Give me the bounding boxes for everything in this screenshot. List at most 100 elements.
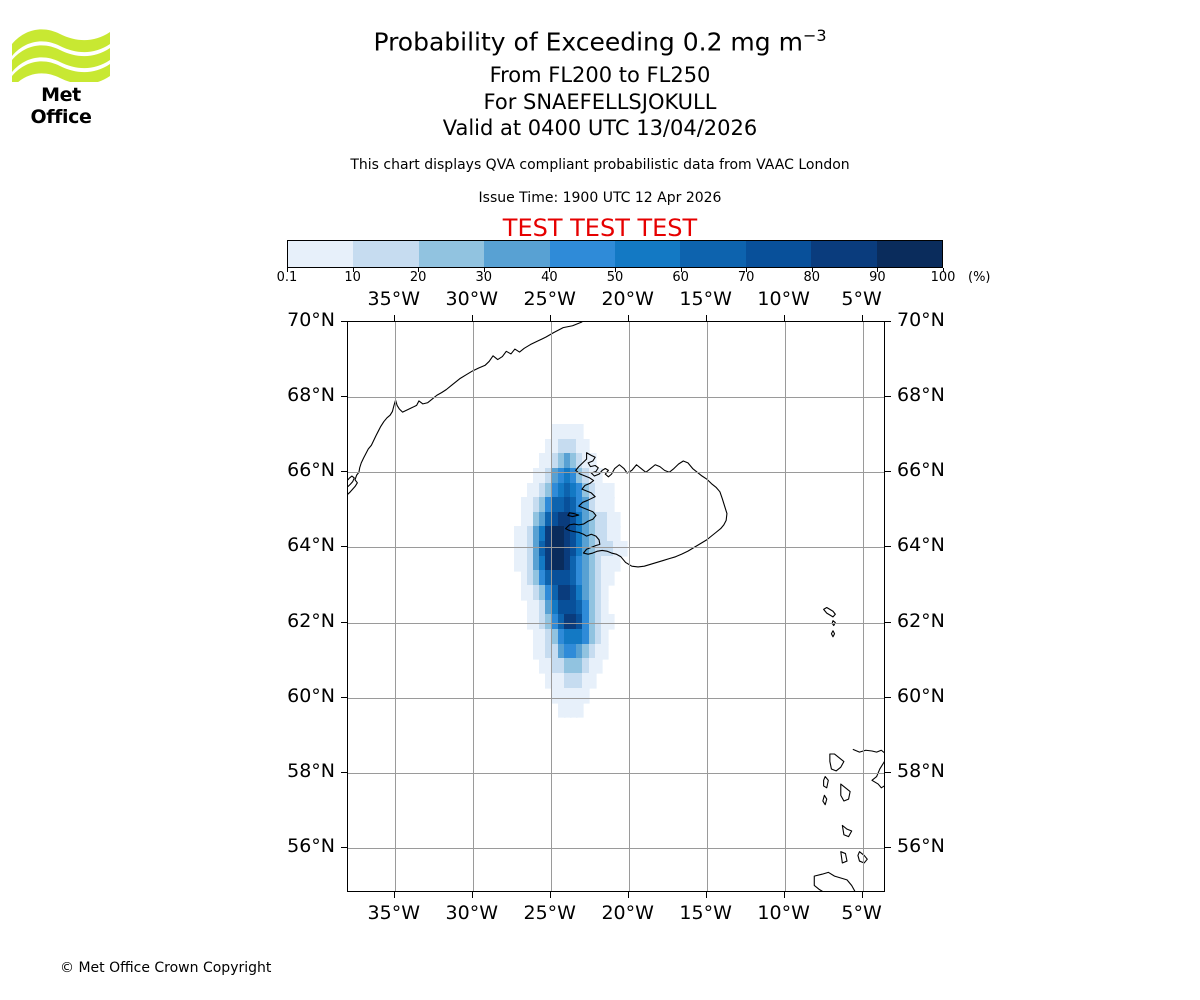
tick-left-62	[341, 621, 347, 623]
page-title-text: Probability of Exceeding 0.2 mg m	[373, 27, 803, 57]
tick-left-60	[341, 696, 347, 698]
colorbar-band-5	[615, 241, 681, 267]
lon-label-top--35: 35°W	[367, 288, 421, 310]
tick-right-70	[885, 321, 891, 322]
copyright-notice: © Met Office Crown Copyright	[60, 960, 272, 976]
lon-label-top--25: 25°W	[523, 288, 576, 310]
met-office-logo-text: Met Office	[30, 84, 92, 128]
lon-label-bottom--10: 10°W	[757, 902, 810, 924]
gridline-lat-64	[348, 547, 884, 549]
lat-label-left-68: 68°N	[287, 384, 335, 407]
tick-right-68	[885, 396, 891, 398]
volcano-subtitle: For SNAEFELLSJOKULL	[483, 90, 717, 114]
coast-iceland	[564, 452, 728, 568]
lon-label-top--15: 15°W	[679, 288, 732, 310]
colorbar-band-2	[418, 241, 485, 267]
lat-label-left-70: 70°N	[287, 309, 335, 331]
logo-wave-1	[12, 29, 110, 56]
colorbar-label-30: 30	[475, 270, 493, 285]
tick-top--20	[627, 315, 629, 321]
colorbar-tick-40	[549, 268, 551, 272]
coast-kintyre	[857, 851, 868, 864]
coast-greenland-fjord	[348, 475, 355, 488]
tick-bottom--5	[861, 892, 863, 898]
met-office-logo: Met Office	[10, 22, 112, 128]
colorbar-band-7	[745, 241, 812, 267]
colorbar-band-9	[876, 241, 943, 267]
lon-label-top--10: 10°W	[757, 288, 810, 310]
coastline-overlay	[348, 322, 884, 891]
colorbar-label-50: 50	[606, 270, 624, 285]
colorbar-tick-90	[877, 268, 879, 272]
coast-outer-hebrides-lewis	[829, 753, 845, 772]
gridline-lon--5	[862, 322, 864, 891]
colorbar-tick-10	[352, 268, 354, 272]
lon-label-bottom--25: 25°W	[523, 902, 576, 924]
lat-label-left-58: 58°N	[287, 759, 335, 782]
tick-bottom--35	[393, 892, 395, 898]
tick-right-66	[885, 471, 891, 473]
coast-snaefellsnes-peninsula	[567, 512, 580, 518]
issue-time: Issue Time: 1900 UTC 12 Apr 2026	[478, 190, 722, 206]
colorbar-band-8	[811, 241, 877, 267]
gridline-lat-68	[348, 397, 884, 399]
lat-label-left-66: 66°N	[287, 459, 335, 482]
valid-time-subtitle: Valid at 0400 UTC 13/04/2026	[442, 116, 758, 140]
colorbar-tick-100	[943, 268, 944, 272]
colorbar-units-label: (%)	[968, 270, 991, 285]
lon-label-bottom--30: 30°W	[445, 902, 498, 924]
tick-right-62	[885, 621, 891, 623]
gridline-lon--20	[628, 322, 630, 891]
tick-bottom--30	[471, 892, 473, 898]
lat-label-right-64: 64°N	[897, 534, 945, 557]
qva-note: This chart displays QVA compliant probab…	[350, 157, 850, 173]
probability-colorbar	[287, 240, 944, 272]
lat-label-left-62: 62°N	[287, 609, 335, 632]
gridline-lat-66	[348, 472, 884, 474]
gridline-lon--25	[550, 322, 552, 891]
colorbar-bands	[287, 240, 943, 268]
lat-label-right-60: 60°N	[897, 684, 945, 707]
lon-label-bottom--35: 35°W	[367, 902, 421, 924]
colorbar-tick-50	[615, 268, 616, 272]
tick-bottom--10	[783, 892, 785, 898]
tick-left-66	[341, 471, 347, 473]
gridline-lat-62	[348, 622, 884, 624]
lat-label-left-56: 56°N	[287, 834, 335, 857]
tick-bottom--25	[549, 892, 551, 898]
tick-top--15	[705, 315, 707, 321]
lat-label-left-64: 64°N	[287, 534, 335, 557]
test-banner: TEST TEST TEST	[502, 214, 698, 242]
coast-faroe-north	[823, 606, 836, 618]
coast-isle-of-mull	[841, 824, 853, 838]
logo-wave-3	[12, 61, 110, 82]
tick-top--30	[471, 315, 473, 321]
gridline-lon--35	[394, 322, 396, 891]
tick-left-58	[341, 771, 347, 773]
colorbar-tick-60	[680, 268, 682, 272]
coast-northern-ireland	[813, 871, 856, 891]
tick-top--5	[861, 315, 863, 321]
tick-top--25	[549, 315, 551, 321]
lon-label-bottom--5: 5°W	[841, 902, 882, 924]
lat-label-right-68: 68°N	[897, 384, 945, 407]
colorbar-label-90: 90	[869, 270, 886, 285]
lat-label-right-62: 62°N	[897, 609, 945, 632]
coast-outer-hebrides-uist	[823, 776, 829, 789]
colorbar-label-60: 60	[672, 270, 689, 285]
tick-left-68	[341, 396, 347, 398]
colorbar-tick-70	[746, 268, 748, 272]
lat-label-right-70: 70°N	[897, 309, 945, 331]
tick-top--10	[783, 315, 785, 321]
tick-right-56	[885, 846, 891, 848]
coast-faroe-south	[830, 630, 836, 638]
colorbar-label-20: 20	[409, 270, 427, 285]
colorbar-label-70: 70	[737, 270, 755, 285]
colorbar-tick-30	[483, 268, 485, 272]
lat-label-right-58: 58°N	[897, 759, 945, 782]
lon-label-bottom--20: 20°W	[601, 902, 654, 924]
colorbar-tick-20	[418, 268, 420, 272]
met-office-wave-mark	[12, 29, 110, 82]
map-plot-area	[347, 321, 885, 892]
colorbar-band-0	[288, 241, 354, 267]
